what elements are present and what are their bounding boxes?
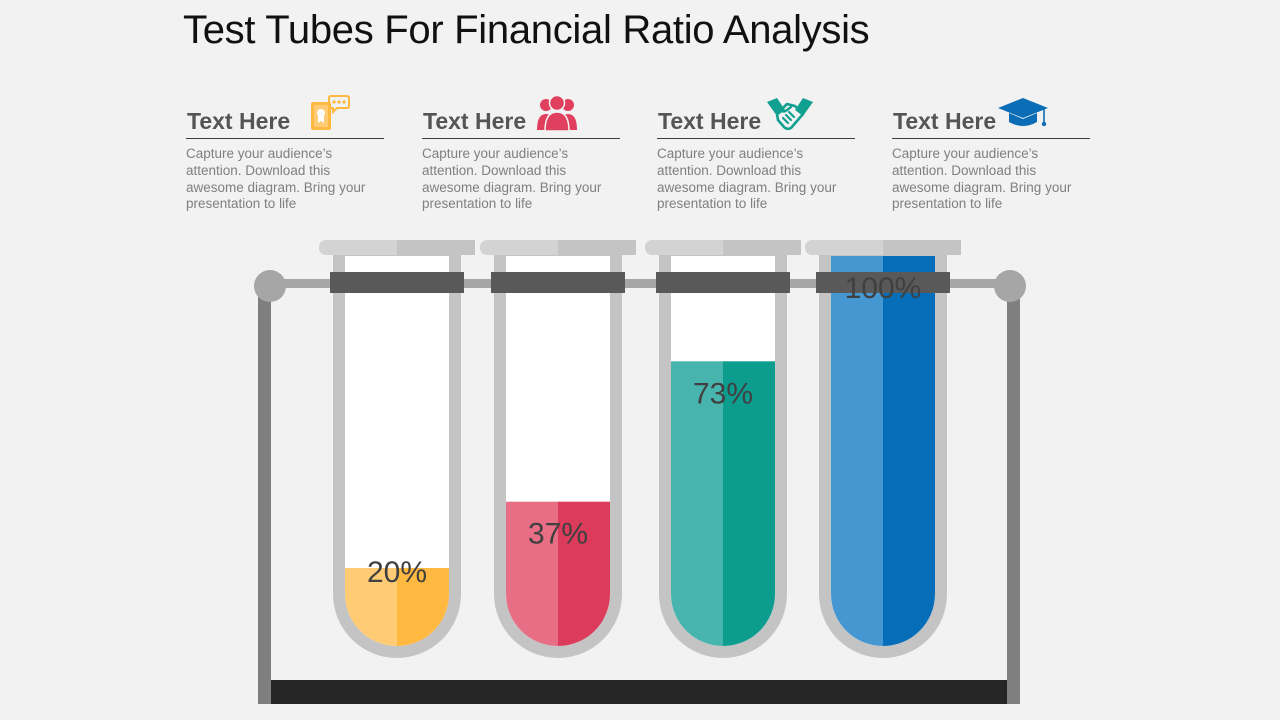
card-title: Text Here bbox=[187, 108, 291, 134]
card-header: Text Here bbox=[186, 95, 384, 139]
tube-percent-label: 20% bbox=[367, 556, 427, 589]
tube-liquid bbox=[831, 256, 935, 646]
card-header: Text Here bbox=[657, 98, 855, 139]
card-description: Capture your audience’s attention. Downl… bbox=[186, 146, 366, 212]
tube-rim-shade bbox=[723, 240, 801, 255]
tube-clamp bbox=[656, 272, 790, 293]
rack-base bbox=[271, 680, 1007, 704]
tube-rim-shade bbox=[397, 240, 475, 255]
card-title: Text Here bbox=[423, 108, 527, 134]
rod-knob-right bbox=[994, 270, 1026, 302]
test-tube-3: 73% bbox=[645, 240, 801, 658]
tube-rim-shade bbox=[558, 240, 636, 255]
rack-right-leg bbox=[1007, 286, 1020, 704]
info-card-3: Text Here Capture your audience’s attent… bbox=[657, 98, 855, 213]
rod-knob-left bbox=[254, 270, 286, 302]
test-tube-1: 20% bbox=[319, 240, 475, 658]
card-description: Capture your audience’s attention. Downl… bbox=[657, 146, 837, 212]
test-tube-2: 37% bbox=[480, 240, 636, 658]
handshake-icon bbox=[767, 98, 813, 131]
card-description: Capture your audience’s attention. Downl… bbox=[422, 146, 602, 212]
card-header: Text Here bbox=[892, 98, 1090, 139]
tube-interior bbox=[345, 256, 449, 646]
tube-rim-shade bbox=[883, 240, 961, 255]
test-tube-4: 100% bbox=[805, 240, 961, 658]
card-title: Text Here bbox=[893, 108, 997, 134]
tube-clamp bbox=[491, 272, 625, 293]
info-card-2: Text Here Capture your audience’s attent… bbox=[422, 94, 620, 213]
info-card-4: Text Here Capture your audience’s attent… bbox=[892, 98, 1090, 213]
graduation-cap-icon bbox=[998, 98, 1048, 127]
tube-percent-label: 73% bbox=[693, 377, 753, 410]
tube-liquid bbox=[671, 361, 775, 646]
rack-rod bbox=[270, 279, 1010, 288]
card-header: Text Here bbox=[422, 94, 620, 139]
people-group-icon bbox=[537, 94, 577, 132]
rack-left-leg bbox=[258, 286, 271, 704]
tube-percent-label: 100% bbox=[845, 272, 922, 305]
card-title: Text Here bbox=[658, 108, 762, 134]
page-title: Test Tubes For Financial Ratio Analysis bbox=[183, 8, 870, 52]
tube-clamp bbox=[330, 272, 464, 293]
card-description: Capture your audience’s attention. Downl… bbox=[892, 146, 1072, 212]
tube-clamp bbox=[816, 272, 950, 293]
tube-liquid bbox=[506, 501, 610, 646]
info-card-1: Text Here Capture your audience’s attent… bbox=[186, 95, 384, 213]
chat-document-icon bbox=[311, 95, 350, 130]
tube-percent-label: 37% bbox=[528, 518, 588, 551]
